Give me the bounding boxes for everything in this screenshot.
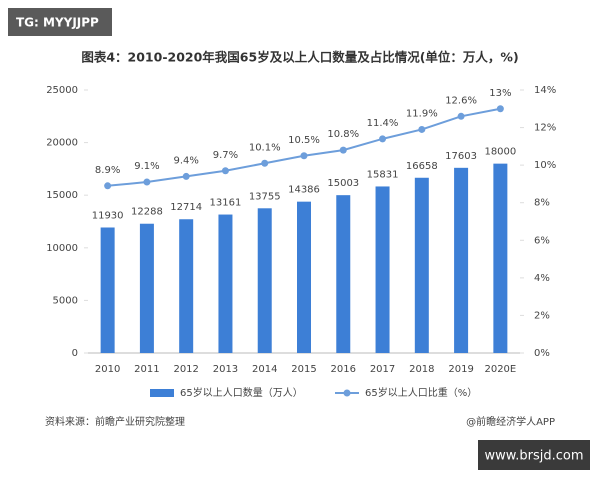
line-point: [261, 159, 269, 167]
line-point: [379, 135, 387, 143]
line-point: [496, 105, 504, 113]
bar: [257, 208, 272, 353]
badge: TG: MYYJJPP: [16, 16, 99, 30]
bar: [375, 186, 390, 353]
x-tick-label: 2012: [173, 364, 198, 375]
line-label: 10.1%: [249, 142, 281, 153]
bar: [297, 201, 311, 353]
line-label: 11.4%: [367, 118, 399, 129]
bar: [493, 163, 508, 353]
y2-tick-label: 4%: [534, 273, 550, 284]
x-tick-label: 2018: [409, 364, 434, 375]
x-tick-label: 2016: [331, 364, 356, 375]
x-tick-label: 2010: [95, 364, 120, 375]
x-tick-label: 2017: [370, 364, 395, 375]
y2-tick-label: 2%: [534, 310, 550, 321]
line-label: 10.5%: [288, 135, 320, 146]
bar-label: 15003: [327, 178, 359, 189]
bar-label: 14386: [288, 185, 320, 196]
y2-tick-label: 0%: [534, 348, 550, 359]
y2-tick-label: 8%: [534, 198, 550, 209]
line-point: [300, 152, 308, 160]
y2-tick-label: 10%: [534, 160, 556, 171]
y2-tick-label: 14%: [534, 85, 556, 96]
line-label: 8.9%: [95, 165, 120, 176]
line-label: 13%: [489, 88, 511, 99]
line-point: [339, 146, 347, 154]
bar-label: 17603: [445, 151, 477, 162]
line-label: 12.6%: [445, 95, 477, 106]
line-point: [182, 172, 190, 180]
legend-label: 65岁以上人口数量（万人）: [180, 386, 303, 399]
y-tick-label: 5000: [53, 295, 78, 306]
bar: [179, 219, 194, 353]
legend-swatch: [343, 389, 351, 397]
chart-title: 图表4：2010-2020年我国65岁及以上人口数量及占比情况(单位：万人，%): [81, 50, 518, 65]
y2-tick-label: 12%: [534, 123, 556, 134]
line-label: 9.7%: [213, 150, 238, 161]
line-point: [143, 178, 151, 186]
bar: [336, 195, 351, 353]
line-label: 11.9%: [406, 108, 438, 119]
line-point: [104, 182, 112, 190]
y-tick-label: 25000: [46, 85, 78, 96]
line-label: 10.8%: [327, 129, 359, 140]
line-point: [418, 125, 426, 133]
line: [107, 107, 501, 187]
x-tick-label: 2015: [291, 364, 316, 375]
bar-label: 13755: [249, 191, 281, 202]
badge-box: [8, 8, 112, 36]
watermark-box: [478, 440, 590, 470]
bar-label: 15831: [367, 169, 399, 180]
x-tick-label: 2019: [448, 364, 473, 375]
bar-label: 12714: [170, 202, 202, 213]
bar: [218, 214, 233, 353]
source: 资料来源：前瞻产业研究院整理: [45, 415, 185, 428]
y-tick-label: 15000: [46, 190, 78, 201]
x-tick-label: 2020E: [484, 364, 516, 375]
bar-label: 12288: [131, 207, 163, 218]
line-point: [457, 112, 465, 120]
bar-label: 18000: [484, 147, 516, 158]
bar: [139, 223, 154, 353]
legend-swatch: [150, 389, 174, 397]
bar: [454, 167, 469, 353]
bar-label: 16658: [406, 161, 438, 172]
x-tick-label: 2011: [134, 364, 159, 375]
line-point: [221, 167, 229, 175]
bar-label: 11930: [92, 210, 124, 221]
legend-label: 65岁以上人口比重（%）: [365, 386, 477, 399]
y-tick-label: 20000: [46, 138, 78, 149]
x-tick-label: 2013: [213, 364, 238, 375]
x-tick-label: 2014: [252, 364, 277, 375]
y2-tick-label: 6%: [534, 235, 550, 246]
bar: [414, 177, 429, 353]
credit: @前瞻经济学人APP: [466, 415, 555, 428]
y-tick-label: 0: [72, 348, 78, 359]
line-label: 9.1%: [134, 161, 159, 172]
y-tick-label: 10000: [46, 243, 78, 254]
watermark: www.brsjd.com: [485, 449, 584, 464]
line-label: 9.4%: [173, 155, 198, 166]
bar: [100, 227, 115, 353]
bar-label: 13161: [210, 198, 242, 209]
